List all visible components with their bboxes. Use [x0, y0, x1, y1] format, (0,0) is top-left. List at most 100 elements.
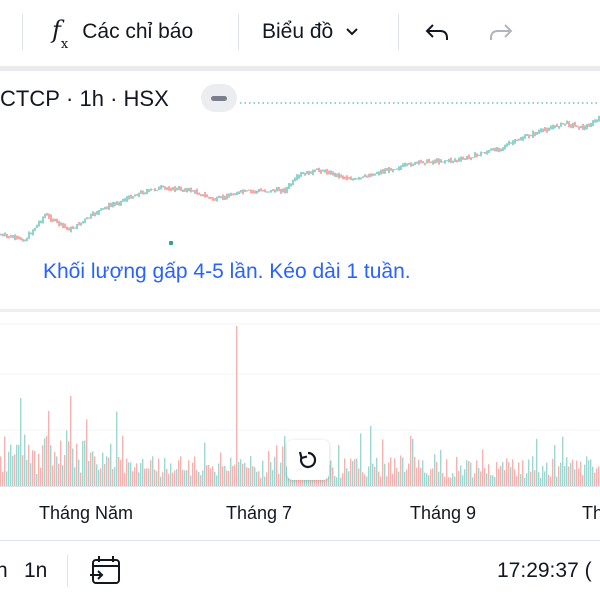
volume-bar: [410, 436, 412, 486]
volume-bar: [584, 464, 586, 486]
volume-bar: [72, 448, 74, 486]
volume-bar: [172, 472, 174, 486]
volume-bar: [218, 463, 220, 486]
volume-bar: [284, 435, 286, 486]
toolbar-divider: [398, 14, 399, 50]
volume-bar: [528, 459, 530, 486]
volume-bar: [508, 462, 510, 486]
volume-bar: [510, 467, 512, 486]
volume-bar: [34, 450, 36, 486]
volume-bar: [540, 477, 542, 486]
volume-bar: [418, 459, 420, 486]
redo-button[interactable]: [488, 14, 514, 50]
chart-toolbar: fx Các chỉ báo Biểu đồ: [0, 0, 600, 64]
volume-bar: [102, 452, 104, 486]
indicators-button[interactable]: fx Các chỉ báo: [52, 14, 193, 52]
undo-button[interactable]: [424, 14, 450, 50]
volume-bar: [190, 475, 192, 486]
volume-bar: [220, 452, 222, 486]
volume-bar: [40, 467, 42, 486]
volume-bar: [352, 461, 354, 486]
volume-bar: [394, 458, 396, 486]
volume-bar: [324, 477, 326, 486]
volume-bar: [346, 468, 348, 486]
time-axis-label: Tháng 7: [226, 503, 293, 523]
volume-bar: [206, 465, 208, 486]
volume-bar: [106, 456, 108, 486]
time-axis[interactable]: Tháng Năm Tháng 7 Tháng 9 Th: [0, 486, 600, 534]
legend-separator: ·: [110, 86, 118, 111]
volume-bar: [10, 444, 12, 486]
volume-bar: [372, 463, 374, 486]
clock-display[interactable]: 17:29:37 (: [497, 559, 592, 582]
volume-bar: [488, 464, 490, 486]
redo-icon: [490, 24, 513, 40]
volume-bar: [462, 475, 464, 486]
volume-bar: [532, 456, 534, 486]
volume-bar: [380, 476, 382, 486]
undo-icon: [425, 24, 448, 40]
pane-divider[interactable]: [0, 309, 600, 312]
volume-bar: [576, 460, 578, 486]
volume-bar: [166, 468, 168, 486]
volume-bar: [116, 411, 118, 486]
volume-chart[interactable]: [0, 314, 600, 486]
volume-bar: [344, 458, 346, 486]
volume-bar: [552, 458, 554, 486]
volume-bar: [84, 440, 86, 486]
volume-bar: [212, 466, 214, 486]
volume-bar: [492, 475, 494, 486]
volume-bar: [214, 471, 216, 486]
volume-bar: [68, 441, 70, 486]
symbol-legend[interactable]: CTCP · 1h · HSX: [0, 80, 169, 118]
range-button-partial[interactable]: n: [0, 559, 8, 582]
volume-bar: [6, 471, 8, 486]
volume-bar: [278, 473, 280, 486]
volume-bar: [386, 476, 388, 486]
reset-chart-button[interactable]: [287, 440, 329, 480]
volume-bar: [350, 458, 352, 486]
volume-bar: [478, 467, 480, 486]
volume-bar: [70, 396, 72, 486]
volume-bar: [574, 469, 576, 486]
volume-bar: [134, 467, 136, 486]
bottom-divider: [67, 555, 68, 587]
annotation-anchor: [169, 241, 173, 245]
volume-bar: [362, 472, 364, 486]
volume-bar: [544, 471, 546, 486]
volume-bar: [244, 462, 246, 486]
volume-bar: [416, 467, 418, 486]
volume-bar: [20, 398, 22, 486]
volume-bar: [526, 473, 528, 486]
chart-type-button[interactable]: Biểu đồ: [262, 14, 359, 50]
volume-bar: [42, 445, 44, 486]
range-1n-button[interactable]: 1n: [24, 559, 48, 582]
price-chart[interactable]: [0, 90, 600, 280]
volume-bar: [426, 473, 428, 486]
volume-bar: [554, 445, 556, 486]
volume-bar: [96, 464, 98, 486]
legend-collapse-button[interactable]: [201, 84, 237, 112]
volume-bar: [512, 459, 514, 486]
volume-bar: [500, 465, 502, 486]
volume-bar: [438, 471, 440, 486]
volume-bar: [546, 462, 548, 486]
volume-bar: [364, 474, 366, 486]
volume-bar: [160, 476, 162, 486]
volume-bar: [138, 472, 140, 486]
volume-bar: [570, 463, 572, 486]
chevron-down-icon: [346, 28, 358, 36]
volume-bar: [264, 476, 266, 486]
calendar-range-icon[interactable]: [88, 553, 124, 589]
volume-grid: [0, 323, 600, 431]
volume-bar: [428, 475, 430, 486]
volume-bar: [496, 462, 498, 486]
volume-bar: [564, 466, 566, 486]
volume-bar: [398, 471, 400, 486]
volume-bar: [114, 467, 116, 486]
chart-annotation[interactable]: Khối lượng gấp 4-5 lần. Kéo dài 1 tuần.: [43, 260, 411, 283]
volume-bar: [126, 458, 128, 486]
volume-bar: [162, 472, 164, 486]
volume-bar: [90, 452, 92, 486]
volume-bar: [396, 467, 398, 486]
